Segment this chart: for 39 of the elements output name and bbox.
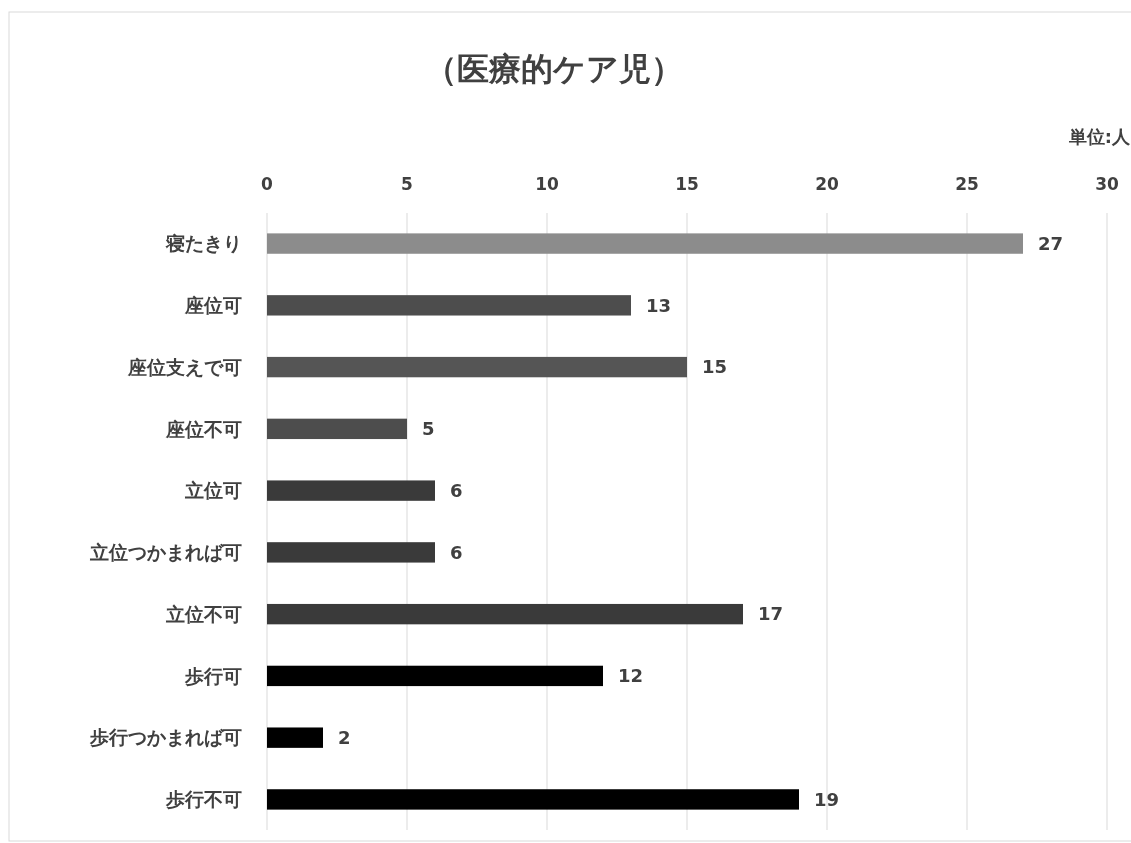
data-label: 15 <box>702 356 728 378</box>
bar <box>267 542 435 563</box>
y-tick-label: 立位つかまれば可 <box>89 541 242 564</box>
y-tick-label: 座位不可 <box>165 417 242 440</box>
text: 単位:人 <box>1067 126 1131 147</box>
x-tick-label: 0 <box>261 174 274 194</box>
x-tick-label: 20 <box>815 174 839 194</box>
x-tick-label: 10 <box>535 174 559 194</box>
data-label: 6 <box>450 541 463 563</box>
bar <box>267 727 323 748</box>
y-tick-label: 歩行つかまれば可 <box>89 726 242 749</box>
data-label: 12 <box>618 665 644 687</box>
bar <box>267 665 603 687</box>
data-label: 13 <box>646 294 672 316</box>
bar <box>267 603 743 625</box>
y-tick-label: 座位支えで可 <box>127 355 242 378</box>
bar <box>267 418 407 440</box>
bar <box>267 233 1023 254</box>
bar <box>267 789 799 810</box>
x-tick-label: 15 <box>675 174 699 194</box>
y-tick-label: 歩行不可 <box>165 788 242 811</box>
x-tick-label: 25 <box>955 174 979 194</box>
y-tick-label: 立位不可 <box>165 602 242 625</box>
data-label: 6 <box>450 479 463 501</box>
chart-title: （医療的ケア児） <box>424 50 683 88</box>
data-label: 19 <box>814 788 840 810</box>
bar <box>267 295 631 316</box>
data-label: 5 <box>422 418 435 440</box>
bar <box>267 480 435 501</box>
y-tick-label: 座位可 <box>184 293 242 316</box>
x-tick-label: 5 <box>401 174 413 194</box>
data-label: 27 <box>1038 232 1064 254</box>
y-tick-label: 歩行可 <box>184 664 242 687</box>
data-label: 17 <box>758 603 784 625</box>
y-tick-label: 寝たきり <box>165 232 242 255</box>
y-tick-label: 立位可 <box>184 479 242 502</box>
bar <box>267 356 687 378</box>
x-tick-label: 30 <box>1095 174 1119 194</box>
data-label: 2 <box>338 726 351 748</box>
